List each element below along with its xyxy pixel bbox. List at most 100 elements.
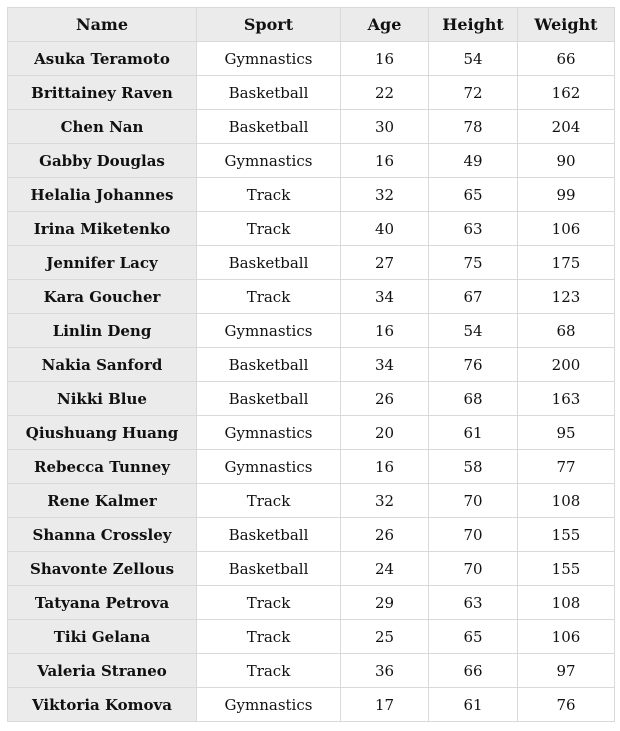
cell-weight: 162 [517,75,615,110]
cell-weight: 77 [517,449,615,484]
cell-age: 27 [340,245,429,280]
table-row: Chen Nan Basketball 30 78 204 [7,109,615,144]
column-header-weight: Weight [517,7,615,42]
cell-age: 29 [340,585,429,620]
cell-height: 72 [428,75,518,110]
cell-name: Shanna Crossley [7,517,197,552]
cell-age: 34 [340,279,429,314]
cell-height: 61 [428,687,518,722]
table-row: Helalia Johannes Track 32 65 99 [7,177,615,212]
cell-age: 34 [340,347,429,382]
cell-age: 26 [340,381,429,416]
table-row: Irina Miketenko Track 40 63 106 [7,211,615,246]
cell-name: Asuka Teramoto [7,41,197,76]
table-row: Rebecca Tunney Gymnastics 16 58 77 [7,449,615,484]
cell-sport: Basketball [196,347,341,382]
cell-sport: Basketball [196,245,341,280]
cell-weight: 99 [517,177,615,212]
cell-sport: Basketball [196,109,341,144]
cell-name: Brittainey Raven [7,75,197,110]
cell-weight: 123 [517,279,615,314]
cell-height: 70 [428,483,518,518]
cell-sport: Gymnastics [196,313,341,348]
cell-sport: Gymnastics [196,415,341,450]
cell-name: Jennifer Lacy [7,245,197,280]
cell-sport: Gymnastics [196,687,341,722]
cell-name: Shavonte Zellous [7,551,197,586]
cell-height: 68 [428,381,518,416]
cell-sport: Track [196,177,341,212]
column-header-age: Age [340,7,429,42]
cell-height: 65 [428,177,518,212]
cell-age: 40 [340,211,429,246]
cell-weight: 175 [517,245,615,280]
cell-age: 36 [340,653,429,688]
cell-name: Tiki Gelana [7,619,197,654]
table-row: Shanna Crossley Basketball 26 70 155 [7,517,615,552]
cell-sport: Basketball [196,517,341,552]
table-row: Gabby Douglas Gymnastics 16 49 90 [7,143,615,178]
cell-name: Nikki Blue [7,381,197,416]
table-row: Tatyana Petrova Track 29 63 108 [7,585,615,620]
cell-weight: 106 [517,619,615,654]
cell-age: 16 [340,313,429,348]
cell-sport: Gymnastics [196,41,341,76]
cell-age: 25 [340,619,429,654]
cell-age: 17 [340,687,429,722]
table-row: Kara Goucher Track 34 67 123 [7,279,615,314]
cell-weight: 68 [517,313,615,348]
cell-age: 22 [340,75,429,110]
cell-sport: Track [196,585,341,620]
cell-weight: 204 [517,109,615,144]
cell-weight: 106 [517,211,615,246]
cell-name: Helalia Johannes [7,177,197,212]
cell-weight: 76 [517,687,615,722]
table-row: Viktoria Komova Gymnastics 17 61 76 [7,687,615,722]
cell-age: 26 [340,517,429,552]
cell-name: Rebecca Tunney [7,449,197,484]
cell-name: Valeria Straneo [7,653,197,688]
cell-sport: Track [196,211,341,246]
cell-weight: 155 [517,551,615,586]
cell-sport: Track [196,279,341,314]
cell-height: 75 [428,245,518,280]
cell-height: 63 [428,211,518,246]
cell-height: 78 [428,109,518,144]
cell-weight: 200 [517,347,615,382]
cell-name: Viktoria Komova [7,687,197,722]
table-row: Brittainey Raven Basketball 22 72 162 [7,75,615,110]
table-row: Nikki Blue Basketball 26 68 163 [7,381,615,416]
cell-name: Gabby Douglas [7,143,197,178]
cell-height: 67 [428,279,518,314]
cell-age: 16 [340,449,429,484]
cell-age: 16 [340,41,429,76]
cell-name: Tatyana Petrova [7,585,197,620]
column-header-name: Name [7,7,197,42]
cell-height: 76 [428,347,518,382]
cell-height: 66 [428,653,518,688]
column-header-sport: Sport [196,7,341,42]
cell-name: Qiushuang Huang [7,415,197,450]
cell-weight: 108 [517,483,615,518]
cell-height: 70 [428,551,518,586]
header-row: Name Sport Age Height Weight [7,7,615,42]
cell-age: 16 [340,143,429,178]
cell-name: Nakia Sanford [7,347,197,382]
cell-sport: Basketball [196,381,341,416]
cell-age: 32 [340,483,429,518]
cell-weight: 66 [517,41,615,76]
cell-name: Rene Kalmer [7,483,197,518]
cell-name: Chen Nan [7,109,197,144]
table-row: Nakia Sanford Basketball 34 76 200 [7,347,615,382]
cell-height: 70 [428,517,518,552]
cell-sport: Basketball [196,551,341,586]
cell-age: 30 [340,109,429,144]
table-row: Rene Kalmer Track 32 70 108 [7,483,615,518]
table-row: Qiushuang Huang Gymnastics 20 61 95 [7,415,615,450]
cell-sport: Basketball [196,75,341,110]
cell-height: 49 [428,143,518,178]
cell-weight: 108 [517,585,615,620]
table-row: Valeria Straneo Track 36 66 97 [7,653,615,688]
cell-weight: 163 [517,381,615,416]
table-row: Asuka Teramoto Gymnastics 16 54 66 [7,41,615,76]
